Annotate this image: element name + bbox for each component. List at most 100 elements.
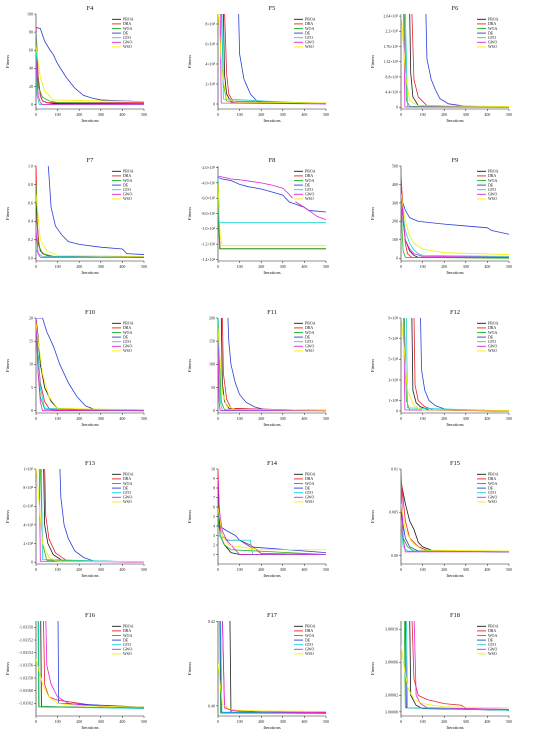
x-tick-label: 300 xyxy=(463,719,469,724)
legend-label-gto: GTO xyxy=(305,188,313,192)
legend-label-gwo: GWO xyxy=(123,41,132,45)
y-tick-label: 6 xyxy=(213,504,215,509)
chart-f5: F5 0 100 200 300 400 500 0 2×10⁸ 4×10⁸ 6×10⁸ 8×10⁸ I… xyxy=(187,5,329,123)
x-tick-label: 400 xyxy=(301,416,307,421)
chart-f4: F4 0 100 200 300 400 500 0 20 40 60 80 100 Iterations… xyxy=(5,5,147,123)
x-tick-label: 400 xyxy=(301,567,307,572)
series-line-pboa xyxy=(36,50,144,104)
y-tick-label: 0.40 xyxy=(208,703,215,708)
series-line-woa xyxy=(401,503,509,553)
x-axis-label: Iterations xyxy=(446,118,464,123)
x-tick-label: 300 xyxy=(463,112,469,117)
legend-label-woa: WOA xyxy=(123,179,132,183)
legend-label-gto: GTO xyxy=(488,491,496,495)
series-line-wso xyxy=(218,327,326,411)
legend-label-woa: WOA xyxy=(123,634,132,638)
x-tick-label: 100 xyxy=(55,264,61,269)
x-axis-label: Iterations xyxy=(263,573,281,578)
x-tick-label: 500 xyxy=(323,719,329,724)
y-axis-label: Fitness xyxy=(5,55,10,68)
x-tick-label: 400 xyxy=(119,112,125,117)
x-tick-label: 400 xyxy=(301,264,307,269)
legend-label-dra: DRA xyxy=(488,22,496,26)
chart-title: F12 xyxy=(450,309,460,316)
series-line-gto xyxy=(41,469,144,563)
x-axis-label: Iterations xyxy=(263,118,281,123)
chart-f15: F15 0 100 200 300 400 500 0.00 0.005 0.01 Iteratio… xyxy=(370,460,512,578)
legend-label-wso: WSO xyxy=(488,197,497,201)
y-tick-label: 6×10⁸ xyxy=(23,504,33,509)
series-line-de xyxy=(57,621,144,708)
x-tick-label: 400 xyxy=(119,719,125,724)
y-tick-label: -1.2×10⁴ xyxy=(201,242,216,247)
legend-label-gto: GTO xyxy=(488,340,496,344)
x-tick-label: 400 xyxy=(301,112,307,117)
series-line-wso xyxy=(36,658,144,708)
x-tick-label: 500 xyxy=(141,264,147,269)
x-tick-label: 300 xyxy=(98,416,104,421)
legend-label-de: DE xyxy=(123,638,129,642)
legend-label-pboa: PBOA xyxy=(305,170,316,174)
y-tick-label: 200 xyxy=(209,315,215,320)
x-tick-label: 100 xyxy=(55,567,61,572)
legend-label-wso: WSO xyxy=(123,197,132,201)
legend-label-wso: WSO xyxy=(488,652,497,656)
series-line-gwo xyxy=(218,175,326,221)
chart-f12: F12 0 100 200 300 400 500 0 1×10⁸ 3×10⁸ 5×10⁸ 7×10⁸… xyxy=(370,309,512,427)
legend-label-gto: GTO xyxy=(123,188,131,192)
series-line-gwo xyxy=(36,230,144,258)
x-tick-label: 300 xyxy=(98,112,104,117)
y-tick-label: 4×10⁸ xyxy=(205,61,215,66)
legend-label-gto: GTO xyxy=(305,340,313,344)
series-line-woa xyxy=(218,516,326,555)
x-axis-label: Iterations xyxy=(81,725,99,730)
x-axis-label: Iterations xyxy=(263,725,281,730)
y-tick-label: 9×10⁸ xyxy=(388,315,398,320)
x-tick-label: 0 xyxy=(35,112,37,117)
x-tick-label: 500 xyxy=(506,416,512,421)
y-tick-label: 7×10⁸ xyxy=(388,336,398,341)
series-line-woa xyxy=(36,41,144,104)
y-tick-label: -1.03158 xyxy=(19,675,33,680)
y-tick-label: 2.64×10⁵ xyxy=(383,13,398,18)
x-tick-label: 300 xyxy=(463,416,469,421)
legend-label-wso: WSO xyxy=(123,652,132,656)
y-tick-label: -1.03150 xyxy=(19,625,33,630)
y-axis-label: Fitness xyxy=(187,359,192,372)
legend-label-gto: GTO xyxy=(123,36,131,40)
y-tick-label: 0 xyxy=(31,408,33,413)
x-tick-label: 0 xyxy=(217,264,219,269)
y-tick-label: 2 xyxy=(213,542,215,547)
y-axis-label: Fitness xyxy=(370,510,375,523)
y-tick-label: 100 xyxy=(209,362,215,367)
y-tick-label: 200 xyxy=(392,219,398,224)
legend-label-woa: WOA xyxy=(488,179,497,183)
x-tick-label: 300 xyxy=(463,567,469,572)
y-tick-label: 2×10⁸ xyxy=(205,81,215,86)
legend-label-wso: WSO xyxy=(123,45,132,49)
y-tick-label: 100 xyxy=(27,11,33,16)
y-tick-label: 0.42 xyxy=(208,619,215,624)
x-axis-label: Iterations xyxy=(263,270,281,275)
x-tick-label: 200 xyxy=(76,567,82,572)
x-tick-label: 100 xyxy=(55,416,61,421)
x-tick-label: 200 xyxy=(76,264,82,269)
y-tick-label: 3.00000 xyxy=(385,709,398,714)
chart-title: F7 xyxy=(87,157,95,164)
legend-label-pboa: PBOA xyxy=(488,18,499,22)
x-axis-label: Iterations xyxy=(81,118,99,123)
legend-label-wso: WSO xyxy=(305,45,314,49)
legend-label-pboa: PBOA xyxy=(488,473,499,477)
legend-label-pboa: PBOA xyxy=(488,170,499,174)
y-tick-label: -1.03154 xyxy=(19,650,33,655)
legend-label-de: DE xyxy=(488,486,494,490)
legend-label-dra: DRA xyxy=(305,477,313,481)
x-tick-label: 0 xyxy=(35,567,37,572)
legend-label-gwo: GWO xyxy=(305,193,314,197)
legend-label-dra: DRA xyxy=(305,174,313,178)
series-line-gto xyxy=(220,621,326,714)
y-tick-label: 2.2×10⁵ xyxy=(385,29,398,34)
y-tick-label: -1.0×10⁴ xyxy=(201,226,216,231)
x-tick-label: 500 xyxy=(141,416,147,421)
x-tick-label: 0 xyxy=(217,567,219,572)
